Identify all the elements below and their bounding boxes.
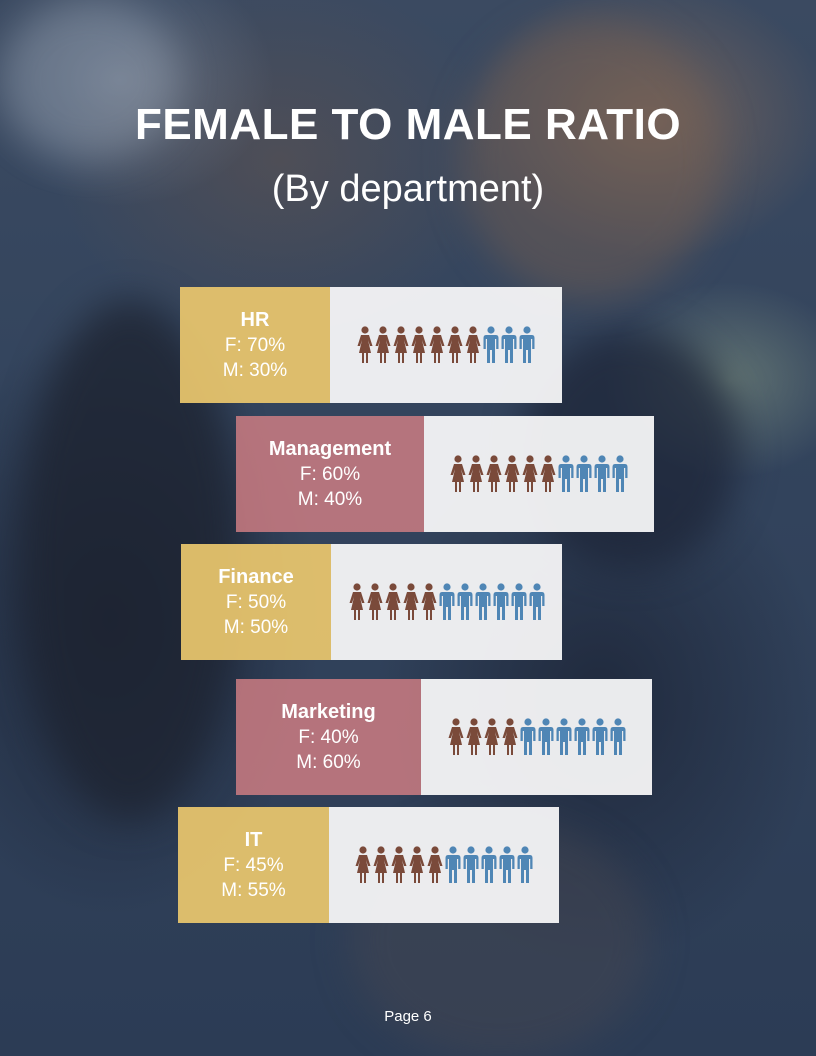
male-person-icon [517,846,533,883]
male-person-icon [499,846,515,883]
female-percent: F: 40% [298,727,359,748]
female-person-icon [357,326,373,363]
male-percent: M: 55% [221,880,286,901]
page-title: FEMALE TO MALE RATIO [134,100,682,149]
ratio-row-hr: HR F: 70% M: 30% [180,287,562,403]
female-person-icon [522,455,538,492]
male-person-icon [519,326,535,363]
department-label-box: HR F: 70% M: 30% [180,287,330,403]
female-person-icon [373,846,389,883]
male-person-icon [483,326,499,363]
people-icons [348,583,546,621]
male-person-icon [481,846,497,883]
female-person-icon [411,326,427,363]
icon-panel [329,807,559,923]
female-percent: F: 70% [224,335,286,356]
department-label-box: Finance F: 50% M: 50% [181,544,331,660]
male-person-icon [612,455,628,492]
male-person-icon [610,718,625,755]
female-person-icon [391,846,407,883]
female-person-icon [393,326,409,363]
female-person-icon [486,455,502,492]
female-percent: F: 45% [223,855,284,876]
female-percent: F: 50% [225,592,287,613]
male-person-icon [475,583,490,620]
female-person-icon [427,846,443,883]
female-person-icon [421,583,436,620]
people-icons [447,718,627,756]
male-person-icon [576,455,592,492]
female-percent: F: 60% [299,464,361,485]
ratio-row-marketing: Marketing F: 40% M: 60% [236,679,652,795]
male-percent: M: 30% [222,360,288,381]
male-person-icon [594,455,610,492]
icon-panel [421,679,652,795]
male-person-icon [520,718,535,755]
female-person-icon [409,846,425,883]
female-person-icon [349,583,364,620]
female-person-icon [447,326,463,363]
department-name: Marketing [281,701,376,723]
female-person-icon [367,583,382,620]
female-person-icon [385,583,400,620]
department-name: Finance [218,566,294,588]
female-person-icon [504,455,520,492]
male-person-icon [439,583,454,620]
female-person-icon [403,583,418,620]
male-person-icon [556,718,571,755]
female-person-icon [484,718,499,755]
male-person-icon [511,583,526,620]
male-person-icon [501,326,517,363]
female-person-icon [465,326,481,363]
male-person-icon [463,846,479,883]
female-person-icon [429,326,445,363]
department-name: HR [240,309,270,331]
people-icons [356,326,536,364]
male-person-icon [445,846,461,883]
male-person-icon [538,718,553,755]
department-label-box: Marketing F: 40% M: 60% [236,679,421,795]
female-person-icon [502,718,517,755]
female-person-icon [540,455,556,492]
ratio-row-management: Management F: 60% M: 40% [236,416,654,532]
department-name: IT [244,829,263,851]
icon-panel [331,544,562,660]
male-percent: M: 60% [296,752,361,773]
ratio-row-it: IT F: 45% M: 55% [178,807,559,923]
department-label-box: IT F: 45% M: 55% [178,807,329,923]
people-icons [449,455,629,493]
female-person-icon [468,455,484,492]
icon-panel [330,287,562,403]
male-person-icon [558,455,574,492]
female-person-icon [355,846,371,883]
male-person-icon [493,583,508,620]
male-person-icon [529,583,544,620]
page-number: Page 6 [384,1008,432,1025]
male-person-icon [574,718,589,755]
male-percent: M: 50% [223,617,289,638]
ratio-row-finance: Finance F: 50% M: 50% [181,544,562,660]
male-person-icon [457,583,472,620]
page-subtitle: (By department) [271,168,545,210]
department-name: Management [268,438,392,460]
male-percent: M: 40% [297,489,363,510]
female-person-icon [448,718,463,755]
department-label-box: Management F: 60% M: 40% [236,416,424,532]
female-person-icon [450,455,466,492]
male-person-icon [592,718,607,755]
icon-panel [424,416,654,532]
female-person-icon [466,718,481,755]
female-person-icon [375,326,391,363]
people-icons [354,846,534,884]
